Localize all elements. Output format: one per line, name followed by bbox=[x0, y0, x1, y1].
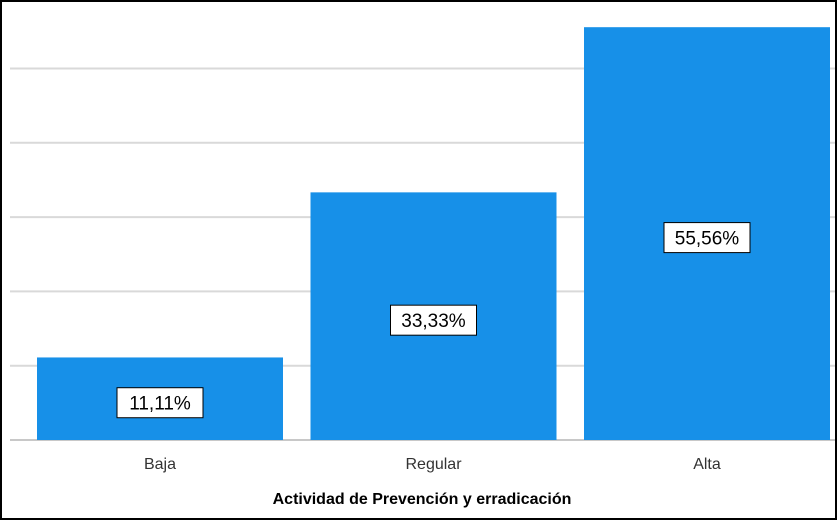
x-axis-title: Actividad de Prevención y erradicación bbox=[273, 491, 572, 508]
data-label: 11,11% bbox=[129, 394, 191, 415]
data-label-box bbox=[116, 387, 204, 419]
data-label-box bbox=[663, 222, 751, 254]
bars: 11,11% 33,33% 55,56% bbox=[37, 27, 830, 440]
x-tick-label: Alta bbox=[693, 456, 721, 473]
data-label: 33,33% bbox=[401, 311, 466, 332]
x-tick-label: Baja bbox=[144, 456, 176, 473]
data-label: 55,56% bbox=[675, 229, 740, 250]
x-tick-label: Regular bbox=[405, 456, 462, 473]
data-label-box bbox=[390, 304, 477, 336]
x-tick-labels: Baja Regular Alta bbox=[144, 456, 721, 473]
